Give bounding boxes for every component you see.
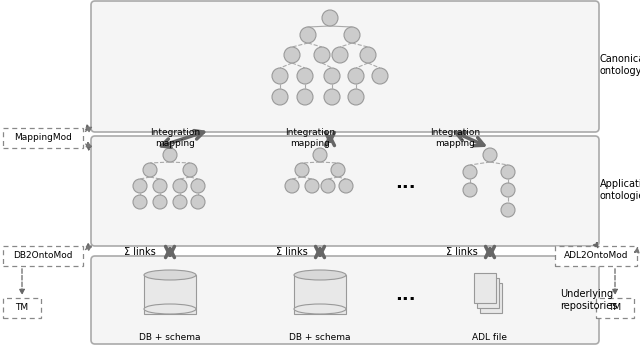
Ellipse shape (144, 304, 196, 314)
Bar (480, 283, 502, 313)
Circle shape (501, 183, 515, 197)
Text: Σ links: Σ links (124, 247, 156, 257)
Circle shape (322, 10, 338, 26)
Circle shape (463, 165, 477, 179)
Bar (3, 298, 41, 318)
Circle shape (314, 47, 330, 63)
Circle shape (313, 148, 327, 162)
Circle shape (501, 203, 515, 217)
Circle shape (183, 163, 197, 177)
Ellipse shape (294, 304, 346, 314)
Circle shape (501, 165, 515, 179)
Circle shape (339, 179, 353, 193)
Text: Application
ontologies: Application ontologies (600, 179, 640, 201)
Bar (477, 278, 499, 308)
Circle shape (191, 195, 205, 209)
Text: Integration
mapping: Integration mapping (285, 128, 335, 148)
Bar (3, 246, 83, 266)
Circle shape (284, 47, 300, 63)
Text: DB + schema: DB + schema (289, 333, 351, 342)
Text: ADL file: ADL file (472, 333, 508, 342)
Circle shape (143, 163, 157, 177)
Text: Σ links: Σ links (446, 247, 478, 257)
Circle shape (163, 148, 177, 162)
Bar (555, 246, 637, 266)
FancyBboxPatch shape (91, 136, 599, 246)
Text: Σ links: Σ links (276, 247, 308, 257)
Circle shape (463, 183, 477, 197)
Text: Underlying
repositories: Underlying repositories (560, 289, 618, 311)
Circle shape (300, 27, 316, 43)
Circle shape (483, 148, 497, 162)
Circle shape (191, 179, 205, 193)
Text: DB + schema: DB + schema (140, 333, 201, 342)
Circle shape (332, 47, 348, 63)
Ellipse shape (144, 270, 196, 280)
FancyBboxPatch shape (91, 256, 599, 344)
Text: MappingMod: MappingMod (14, 134, 72, 142)
Circle shape (272, 68, 288, 84)
Text: Integration
mapping: Integration mapping (150, 128, 200, 148)
Circle shape (285, 179, 299, 193)
Text: DB2OntoMod: DB2OntoMod (13, 252, 73, 261)
Text: ADL2OntoMod: ADL2OntoMod (564, 252, 628, 261)
Bar (294, 275, 346, 314)
Ellipse shape (294, 270, 346, 280)
Text: Canonical
ontology: Canonical ontology (600, 54, 640, 76)
Bar (3, 128, 83, 148)
Text: Integration
mapping: Integration mapping (430, 128, 480, 148)
Circle shape (297, 89, 313, 105)
Text: TM: TM (609, 303, 621, 313)
Circle shape (324, 68, 340, 84)
Circle shape (321, 179, 335, 193)
Circle shape (331, 163, 345, 177)
Bar (144, 275, 196, 314)
Text: TM: TM (15, 303, 29, 313)
Circle shape (305, 179, 319, 193)
Circle shape (272, 89, 288, 105)
Circle shape (173, 195, 187, 209)
Circle shape (348, 89, 364, 105)
Circle shape (133, 179, 147, 193)
Circle shape (153, 179, 167, 193)
Circle shape (173, 179, 187, 193)
FancyBboxPatch shape (91, 1, 599, 132)
Bar (596, 298, 634, 318)
Bar (474, 273, 496, 303)
Circle shape (133, 195, 147, 209)
Circle shape (297, 68, 313, 84)
Circle shape (360, 47, 376, 63)
Circle shape (295, 163, 309, 177)
Text: ...: ... (395, 174, 415, 192)
Text: ...: ... (395, 286, 415, 304)
Circle shape (372, 68, 388, 84)
Circle shape (153, 195, 167, 209)
Circle shape (344, 27, 360, 43)
Circle shape (324, 89, 340, 105)
Circle shape (348, 68, 364, 84)
